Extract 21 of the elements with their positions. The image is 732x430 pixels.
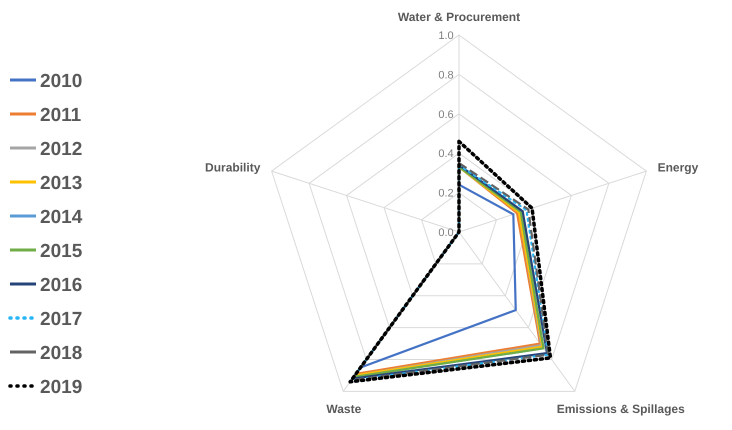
legend-label: 2019 [40, 377, 82, 398]
spoke-label: Energy [658, 160, 699, 174]
spoke-label: Emissions & Spillages [556, 402, 686, 416]
spoke-label: Water & Procurement [398, 10, 520, 24]
y-tick-label: 0.8 [438, 69, 454, 82]
legend-label: 2013 [40, 173, 82, 194]
spoke-label: Durability [205, 160, 261, 174]
legend-label: 2014 [40, 207, 83, 228]
legend-label: 2011 [40, 105, 82, 126]
legend-label: 2017 [40, 309, 82, 330]
y-tick-label: 0.4 [438, 148, 454, 160]
legend-label: 2018 [40, 343, 82, 364]
legend-label: 2015 [40, 241, 83, 262]
legend-label: 2016 [40, 275, 82, 296]
y-tick-label: 0.2 [438, 188, 454, 200]
spoke-label: Waste [326, 402, 362, 416]
legend-label: 2010 [40, 71, 82, 92]
y-tick-label: 0.0 [438, 227, 454, 239]
legend-label: 2012 [40, 139, 82, 160]
y-tick-label: 0.6 [438, 108, 454, 121]
y-tick-label: 1.0 [438, 30, 454, 42]
